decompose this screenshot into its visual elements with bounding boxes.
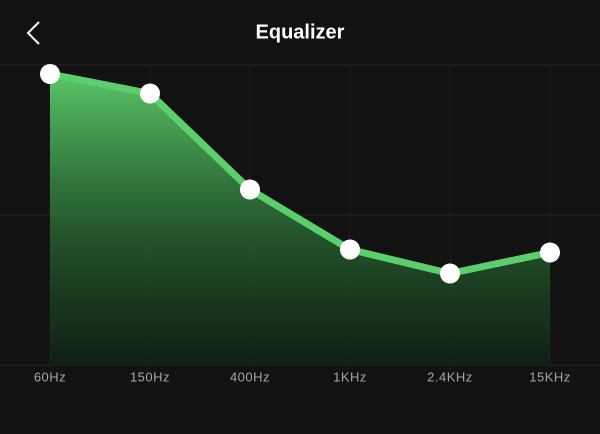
- curve: [49, 70, 551, 277]
- band-handle[interactable]: [140, 83, 160, 104]
- x-tick-label: 15KHz: [529, 369, 571, 384]
- x-tick-label: 1KHz: [333, 369, 367, 384]
- band-handle[interactable]: [440, 263, 460, 284]
- band-handle[interactable]: [340, 239, 360, 260]
- chart: 60Hz 150Hz 400Hz 1KHz 2.4KHz 15KHz: [0, 64, 600, 384]
- x-tick-label: 2.4KHz: [427, 369, 473, 384]
- screen-title: Equalizer: [256, 21, 345, 43]
- x-tick-label: 60Hz: [34, 369, 66, 384]
- band-handle[interactable]: [240, 179, 260, 200]
- band-handle[interactable]: [40, 64, 60, 84]
- x-tick-label: 150Hz: [130, 369, 170, 384]
- back-button[interactable]: [26, 21, 40, 45]
- band-handle[interactable]: [540, 242, 560, 263]
- x-tick-label: 400Hz: [230, 369, 270, 384]
